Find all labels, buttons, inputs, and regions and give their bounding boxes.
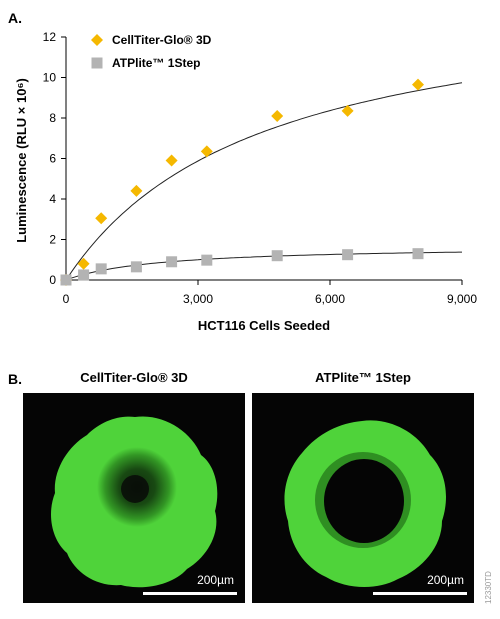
- luminescence-chart: 0 2 4 6 8 10 12 0 3,000 6,000 9,000 HCT116 Cells Se…: [14, 30, 477, 333]
- scale-bar-atplite: [373, 592, 467, 595]
- y-axis-label: Luminescence (RLU × 10⁶): [14, 78, 29, 243]
- y-tick-label: 8: [49, 111, 56, 125]
- x-tick-label: 3,000: [183, 292, 213, 306]
- spheroid-celltiter: [51, 416, 218, 588]
- legend-marker-diamond: [91, 34, 103, 46]
- data-point-diamond: [130, 184, 143, 197]
- data-point-diamond: [95, 212, 108, 225]
- image-title-celltiter: CellTiter-Glo® 3D: [80, 370, 188, 385]
- y-tick-label: 0: [49, 273, 56, 287]
- y-tick-label: 4: [49, 192, 56, 206]
- scale-label-atplite: 200µm: [427, 573, 464, 587]
- x-axis-label: HCT116 Cells Seeded: [198, 318, 330, 333]
- y-tick-label: 12: [43, 30, 57, 44]
- image-title-atplite: ATPlite™ 1Step: [315, 370, 411, 385]
- scale-label-celltiter: 200µm: [197, 573, 234, 587]
- data-point-diamond: [165, 154, 178, 167]
- data-point-square: [342, 249, 354, 261]
- micrograph-atplite: [252, 393, 474, 603]
- spheroid-atplite: [284, 420, 446, 588]
- y-tick-label: 6: [49, 152, 56, 166]
- data-point-square: [95, 263, 107, 275]
- panel-b-label: B.: [8, 371, 22, 387]
- data-point-diamond: [77, 257, 90, 270]
- data-point-square: [130, 261, 142, 273]
- data-point-square: [78, 269, 90, 281]
- data-point-square: [412, 248, 424, 260]
- data-point-square: [201, 254, 213, 266]
- x-tick-label: 0: [63, 292, 70, 306]
- fit-curve: [65, 251, 462, 281]
- micrograph-celltiter: [23, 393, 245, 603]
- panel-a-label: A.: [8, 10, 22, 26]
- data-point-square: [271, 250, 283, 262]
- legend-label: CellTiter-Glo® 3D: [112, 33, 212, 47]
- data-point-diamond: [412, 78, 424, 91]
- data-point-square: [166, 256, 178, 268]
- data-point-square: [60, 274, 72, 286]
- catalog-number: 12330TD: [484, 571, 493, 604]
- y-tick-label: 10: [43, 71, 57, 85]
- scale-bar-celltiter: [143, 592, 237, 595]
- data-point-diamond: [271, 109, 284, 122]
- x-tick-label: 9,000: [447, 292, 477, 306]
- x-tick-label: 6,000: [315, 292, 345, 306]
- legend-marker-square: [91, 57, 103, 69]
- y-tick-label: 2: [49, 233, 56, 247]
- data-point-diamond: [341, 104, 354, 117]
- fit-curve: [65, 82, 463, 281]
- data-point-diamond: [200, 145, 213, 158]
- legend-label: ATPlite™ 1Step: [112, 56, 200, 70]
